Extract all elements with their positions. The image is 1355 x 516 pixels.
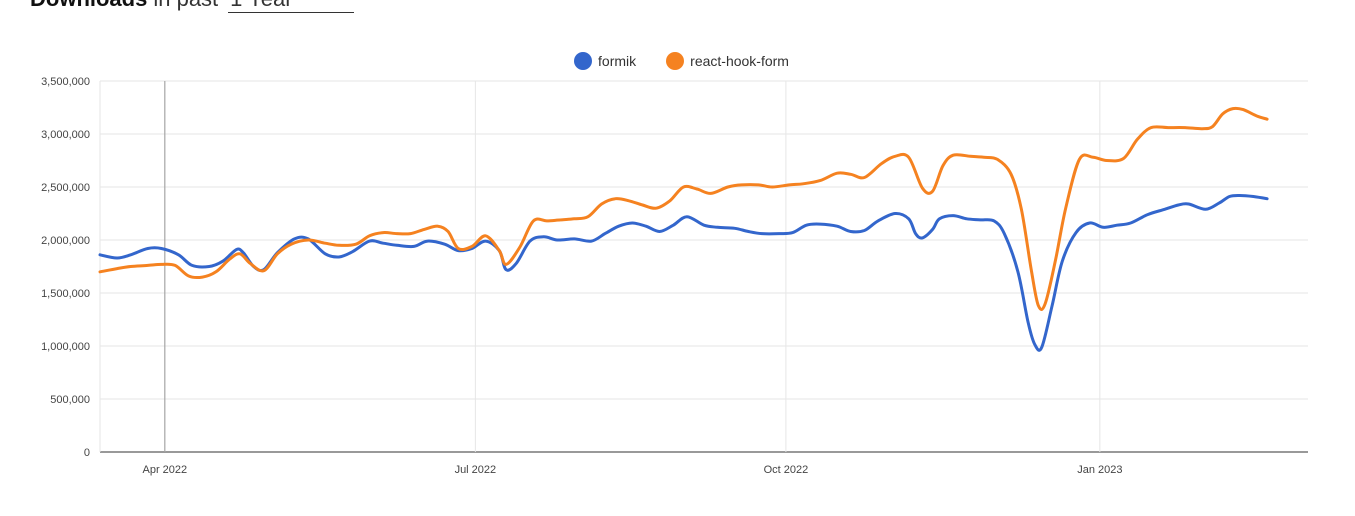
x-tick-label: Apr 2022 — [143, 464, 188, 476]
y-tick-label: 1,000,000 — [41, 341, 90, 353]
series-line-react-hook-form — [98, 106, 1269, 311]
downloads-title: Downloads — [30, 0, 147, 12]
legend-item-formik[interactable]: formik — [566, 52, 636, 70]
x-tick-label: Oct 2022 — [764, 464, 809, 476]
x-tick-label: Jan 2023 — [1077, 464, 1122, 476]
y-tick-label: 1,500,000 — [41, 288, 90, 300]
y-tick-label: 2,000,000 — [41, 235, 90, 247]
downloads-suffix: in past — [153, 0, 218, 12]
legend-dot-formik — [574, 52, 593, 70]
legend-label-formik: formik — [598, 53, 637, 69]
downloads-header: Downloads in past 1 Year — [30, 0, 355, 14]
y-tick-label: 500,000 — [50, 394, 90, 406]
y-tick-label: 0 — [84, 447, 90, 459]
y-tick-label: 2,500,000 — [41, 182, 90, 194]
chart-legend: formik react-hook-form — [0, 52, 1355, 70]
legend-dot-react-hook-form — [666, 52, 685, 70]
series-line-formik — [98, 193, 1269, 352]
y-tick-label: 3,000,000 — [41, 129, 90, 141]
legend-label-react-hook-form: react-hook-form — [690, 53, 789, 69]
x-tick-label: Jul 2022 — [455, 464, 497, 476]
period-select[interactable]: 1 Year — [228, 0, 355, 13]
y-tick-label: 3,500,000 — [41, 76, 90, 88]
legend-item-react-hook-form[interactable]: react-hook-form — [658, 52, 789, 70]
